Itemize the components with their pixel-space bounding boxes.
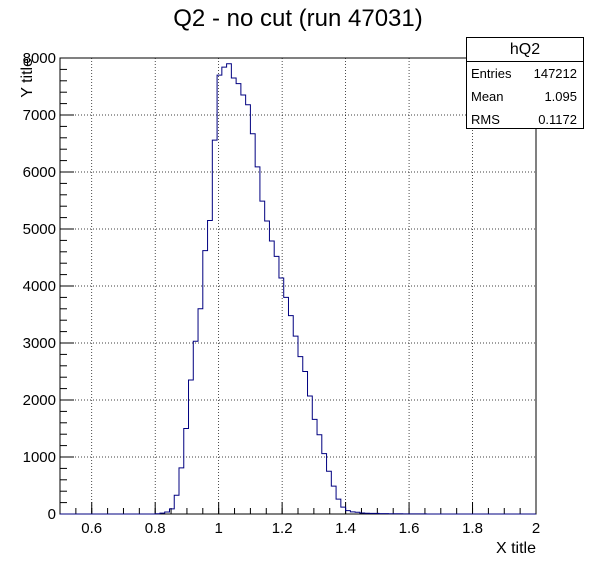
stats-row-entries: Entries 147212 [467, 62, 583, 85]
x-tick-label: 1 [214, 520, 222, 537]
y-tick-label: 2000 [23, 392, 56, 409]
y-tick-label: 0 [48, 506, 56, 523]
stats-row-mean: Mean 1.095 [467, 85, 583, 108]
y-tick-label: 3000 [23, 335, 56, 352]
stats-label: Mean [471, 89, 504, 104]
x-tick-label: 2 [532, 520, 540, 537]
y-tick-label: 6000 [23, 164, 56, 181]
grid [60, 58, 536, 514]
stats-box: hQ2 Entries 147212 Mean 1.095 RMS 0.1172 [466, 37, 584, 129]
x-tick-label: 0.6 [81, 520, 102, 537]
x-tick-label: 1.6 [399, 520, 420, 537]
stats-box-title: hQ2 [467, 38, 583, 62]
x-tick-label: 0.8 [145, 520, 166, 537]
stats-value: 0.1172 [538, 112, 577, 127]
stats-label: Entries [471, 66, 512, 81]
x-axis-label: X title [496, 540, 536, 557]
stats-value: 147212 [533, 66, 577, 81]
y-tick-label: 7000 [23, 107, 56, 124]
chart-title: Q2 - no cut (run 47031) [173, 5, 423, 32]
x-tick-label: 1.4 [335, 520, 356, 537]
stats-label: RMS [471, 112, 500, 127]
y-tick-label: 5000 [23, 221, 56, 238]
stats-row-rms: RMS 0.1172 [467, 108, 583, 131]
histogram-line [60, 63, 536, 515]
x-tick-label: 1.8 [462, 520, 483, 537]
y-tick-label: 8000 [23, 50, 56, 67]
x-tick-label: 1.2 [272, 520, 293, 537]
stats-value: 1.095 [544, 89, 577, 104]
y-tick-label: 4000 [23, 278, 56, 295]
tick-labels: 0.6 0.8 1 1.2 1.4 1.6 1.8 2 0 1000 2000 3000 4000 500… [23, 50, 541, 537]
y-tick-label: 1000 [23, 449, 56, 466]
y-axis-label: Y title [19, 58, 36, 98]
